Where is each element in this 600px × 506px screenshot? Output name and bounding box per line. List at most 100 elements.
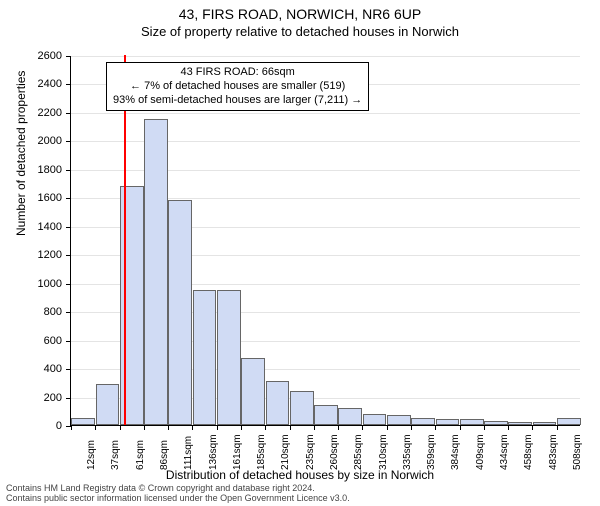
histogram-bar: [387, 415, 411, 425]
histogram-bar: [193, 290, 217, 425]
ytick-mark: [66, 141, 71, 142]
histogram-bar: [533, 422, 557, 425]
xtick-label: 12sqm: [86, 440, 97, 470]
xtick-mark: [71, 425, 72, 430]
xtick-label: 335sqm: [402, 434, 413, 470]
xtick-mark: [338, 425, 339, 430]
histogram-bar: [241, 358, 265, 425]
ytick-label: 400: [22, 363, 62, 375]
histogram-bar: [557, 418, 581, 425]
ytick-mark: [66, 255, 71, 256]
xtick-mark: [484, 425, 485, 430]
xtick-label: 483sqm: [548, 434, 559, 470]
ytick-label: 1400: [22, 221, 62, 233]
xtick-label: 235sqm: [305, 434, 316, 470]
xtick-mark: [168, 425, 169, 430]
ytick-label: 1200: [22, 249, 62, 261]
xtick-mark: [557, 425, 558, 430]
ytick-label: 1000: [22, 278, 62, 290]
grid-line: [71, 113, 580, 114]
xtick-label: 310sqm: [378, 434, 389, 470]
histogram-bar: [120, 186, 144, 425]
xtick-mark: [460, 425, 461, 430]
ytick-label: 600: [22, 335, 62, 347]
ytick-mark: [66, 312, 71, 313]
ytick-label: 0: [22, 420, 62, 432]
xtick-label: 508sqm: [572, 434, 583, 470]
xtick-label: 260sqm: [329, 434, 340, 470]
xtick-label: 409sqm: [475, 434, 486, 470]
xtick-label: 111sqm: [183, 436, 194, 470]
footer-attribution: Contains HM Land Registry data © Crown c…: [6, 484, 350, 504]
xtick-mark: [435, 425, 436, 430]
xtick-label: 136sqm: [208, 434, 219, 470]
ytick-mark: [66, 56, 71, 57]
xtick-mark: [411, 425, 412, 430]
callout-line: 43 FIRS ROAD: 66sqm: [113, 66, 362, 80]
xtick-label: 37sqm: [110, 440, 121, 470]
histogram-bar: [508, 422, 532, 425]
xtick-mark: [362, 425, 363, 430]
histogram-bar: [484, 421, 508, 425]
ytick-mark: [66, 170, 71, 171]
ytick-mark: [66, 369, 71, 370]
plot-region: [70, 56, 580, 426]
xtick-mark: [314, 425, 315, 430]
x-axis-label: Distribution of detached houses by size …: [0, 468, 600, 482]
xtick-label: 359sqm: [426, 434, 437, 470]
grid-line: [71, 56, 580, 57]
xtick-label: 285sqm: [353, 434, 364, 470]
histogram-bar: [290, 391, 314, 425]
ytick-mark: [66, 398, 71, 399]
xtick-mark: [387, 425, 388, 430]
histogram-bar: [314, 405, 338, 425]
xtick-mark: [120, 425, 121, 430]
ytick-mark: [66, 84, 71, 85]
xtick-label: 185sqm: [256, 434, 267, 470]
xtick-label: 384sqm: [450, 434, 461, 470]
ytick-label: 2200: [22, 107, 62, 119]
callout-box: 43 FIRS ROAD: 66sqm← 7% of detached hous…: [106, 62, 369, 111]
footer-line-2: Contains public sector information licen…: [6, 494, 350, 504]
histogram-bar: [168, 200, 192, 425]
histogram-bar: [411, 418, 435, 425]
xtick-mark: [217, 425, 218, 430]
ytick-label: 2400: [22, 78, 62, 90]
chart-area: [70, 56, 580, 426]
xtick-mark: [508, 425, 509, 430]
histogram-bar: [96, 384, 120, 425]
ytick-label: 1600: [22, 192, 62, 204]
ytick-mark: [66, 227, 71, 228]
xtick-label: 210sqm: [280, 434, 291, 470]
histogram-bar: [460, 419, 484, 425]
xtick-mark: [144, 425, 145, 430]
ytick-mark: [66, 113, 71, 114]
ytick-mark: [66, 341, 71, 342]
histogram-bar: [266, 381, 290, 425]
callout-line: ← 7% of detached houses are smaller (519…: [113, 80, 362, 94]
title-line-2: Size of property relative to detached ho…: [0, 24, 600, 39]
histogram-bar: [144, 119, 168, 425]
xtick-label: 458sqm: [523, 434, 534, 470]
xtick-mark: [95, 425, 96, 430]
ytick-mark: [66, 198, 71, 199]
ytick-label: 2600: [22, 50, 62, 62]
xtick-mark: [290, 425, 291, 430]
xtick-label: 161sqm: [232, 434, 243, 470]
ytick-label: 2000: [22, 135, 62, 147]
xtick-mark: [265, 425, 266, 430]
title-line-1: 43, FIRS ROAD, NORWICH, NR6 6UP: [0, 6, 600, 22]
ytick-label: 800: [22, 306, 62, 318]
callout-line: 93% of semi-detached houses are larger (…: [113, 94, 362, 108]
y-axis-label: Number of detached properties: [14, 71, 28, 236]
xtick-mark: [532, 425, 533, 430]
histogram-bar: [338, 408, 362, 425]
ytick-label: 200: [22, 392, 62, 404]
histogram-bar: [436, 419, 460, 425]
ytick-label: 1800: [22, 164, 62, 176]
xtick-label: 434sqm: [499, 434, 510, 470]
ytick-mark: [66, 284, 71, 285]
xtick-label: 86sqm: [159, 440, 170, 470]
xtick-mark: [192, 425, 193, 430]
xtick-label: 61sqm: [135, 440, 146, 470]
